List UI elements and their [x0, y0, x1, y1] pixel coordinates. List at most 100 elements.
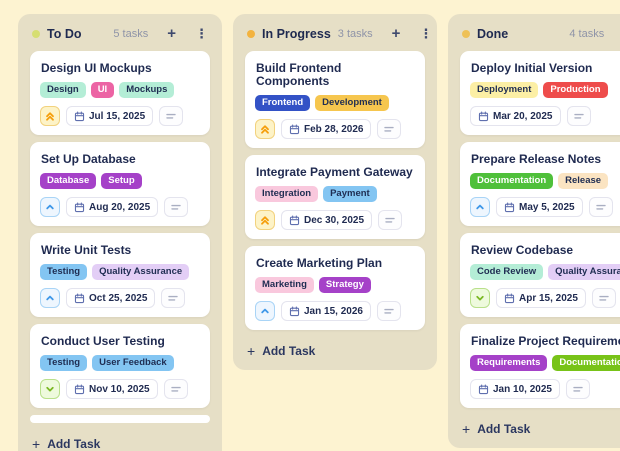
priority-high-icon: [40, 106, 60, 126]
task-card[interactable]: Integrate Payment Gateway Integration Paym…: [245, 155, 425, 239]
priority-low-icon: [40, 379, 60, 399]
tag: Payment: [323, 186, 377, 202]
description-lines-icon: [170, 383, 182, 395]
description-chip: [164, 197, 189, 217]
tag-list: RequirementsDocumentation: [470, 355, 620, 371]
tag-list: Marketing Strategy: [255, 277, 415, 293]
tag-list: Testing Quality Assurance: [40, 264, 200, 280]
tag: Quality Assurance: [548, 264, 620, 280]
card-meta: Dec 30, 2025: [255, 210, 415, 230]
column-menu-button[interactable]: ⋮: [419, 26, 433, 41]
description-chip: [566, 106, 591, 126]
calendar-icon: [289, 215, 300, 226]
task-title: Set Up Database: [41, 152, 136, 166]
card-meta: Jan 15, 2026: [255, 301, 415, 321]
due-date-text: Mar 20, 2025: [493, 110, 553, 122]
tag: Requirements: [470, 355, 548, 371]
task-card[interactable]: Review Codebase Code Review Quality Assura…: [460, 233, 620, 317]
column-title: In Progress: [262, 26, 331, 41]
plus-icon: +: [247, 343, 256, 359]
column-task-count: 3 tasks: [337, 27, 373, 40]
card-meta: Aug 20, 2025: [40, 197, 200, 217]
description-chip: [588, 197, 613, 217]
tag-list: Design UI Mockups: [40, 82, 200, 98]
task-title: Write Unit Tests: [41, 243, 132, 257]
task-card[interactable]: Create Marketing Plan Marketing Strategy Ja…: [245, 246, 425, 330]
description-lines-icon: [384, 214, 396, 226]
due-date-text: Jan 10, 2025: [493, 383, 552, 395]
tag: Mockups: [119, 82, 175, 98]
tag-list: Database Setup: [40, 173, 200, 189]
add-task-button[interactable]: + Add Task: [247, 344, 315, 358]
calendar-icon: [74, 202, 85, 213]
priority-medium-icon: [40, 288, 60, 308]
due-date-text: May 5, 2025: [519, 201, 575, 213]
card-list: Design UI Mockups Design UI Mockups Jul 15, …: [30, 51, 210, 423]
tag: Setup: [101, 173, 142, 189]
calendar-icon: [74, 384, 85, 395]
task-title: Review Codebase: [471, 243, 574, 257]
description-lines-icon: [595, 201, 607, 213]
tag: Code Review: [470, 264, 544, 280]
task-card[interactable]: Design UI Mockups Design UI Mockups Jul 15, …: [30, 51, 210, 135]
due-date-chip: Jan 15, 2026: [281, 301, 371, 321]
column-inprogress: In Progress 3 tasks + ⋮ Build Frontend Compo…: [233, 14, 437, 370]
due-date-chip: Nov 10, 2025: [66, 379, 158, 399]
task-card[interactable]: Prepare Release Notes Documentation Releas…: [460, 142, 620, 226]
column-title: To Do: [47, 26, 82, 41]
task-title: Prepare Release Notes: [471, 152, 602, 166]
card-meta: Apr 15, 2025: [470, 288, 620, 308]
tag-list: Testing User Feedback: [40, 355, 200, 371]
task-card[interactable]: Finalize Project Requirements Requirement…: [460, 324, 620, 408]
task-card[interactable]: Conduct User Testing Testing User Feedback…: [30, 324, 210, 408]
task-title: Create Marketing Plan: [256, 256, 383, 270]
description-chip: [591, 288, 616, 308]
tag: Marketing: [255, 277, 314, 293]
due-date-chip: Apr 15, 2025: [496, 288, 586, 308]
card-meta: Jan 10, 2025: [470, 379, 620, 399]
priority-medium-icon: [40, 197, 60, 217]
add-task-label: Add Task: [47, 437, 101, 451]
card-meta: Jul 15, 2025: [40, 106, 200, 126]
task-title: Build Frontend Components: [256, 61, 342, 88]
tag: Release: [558, 173, 609, 189]
add-task-button[interactable]: + Add Task: [462, 422, 530, 436]
tag-list: Frontend Development: [255, 95, 415, 111]
due-date-chip: Mar 20, 2025: [470, 106, 561, 126]
task-card[interactable]: Deploy Initial Version Deployment Producti…: [460, 51, 620, 135]
add-task-button[interactable]: + Add Task: [32, 437, 100, 451]
due-date-chip: Jul 15, 2025: [66, 106, 154, 126]
tag: UI: [90, 82, 115, 98]
column-header: To Do 5 tasks + ⋮: [32, 26, 208, 41]
calendar-icon: [289, 124, 300, 135]
description-lines-icon: [167, 292, 179, 304]
add-task-label: Add Task: [262, 344, 316, 358]
tag: Database: [40, 173, 97, 189]
card-meta: Mar 20, 2025: [470, 106, 620, 126]
task-card[interactable]: Set Up Database Database Setup Aug 20, 2025: [30, 142, 210, 226]
column-menu-button[interactable]: ⋮: [195, 26, 208, 41]
calendar-icon: [74, 293, 85, 304]
due-date-text: Dec 30, 2025: [304, 214, 365, 226]
description-chip: [161, 288, 186, 308]
tag: Documentation: [552, 355, 620, 371]
due-date-text: Jan 15, 2026: [304, 305, 363, 317]
description-lines-icon: [598, 292, 610, 304]
tag: User Feedback: [92, 355, 174, 371]
priority-high-icon: [255, 210, 275, 230]
due-date-chip: Aug 20, 2025: [66, 197, 159, 217]
calendar-icon: [289, 306, 300, 317]
calendar-icon: [478, 111, 489, 122]
add-card-button[interactable]: +: [391, 25, 401, 42]
calendar-icon: [74, 111, 85, 122]
due-date-text: Oct 25, 2025: [89, 292, 148, 304]
task-card[interactable]: Write Unit Tests Testing Quality Assurance…: [30, 233, 210, 317]
card-meta: May 5, 2025: [470, 197, 620, 217]
add-card-button[interactable]: +: [167, 25, 176, 42]
task-card[interactable]: Build Frontend Components Frontend Develop…: [245, 51, 425, 148]
due-date-text: Nov 10, 2025: [89, 383, 150, 395]
